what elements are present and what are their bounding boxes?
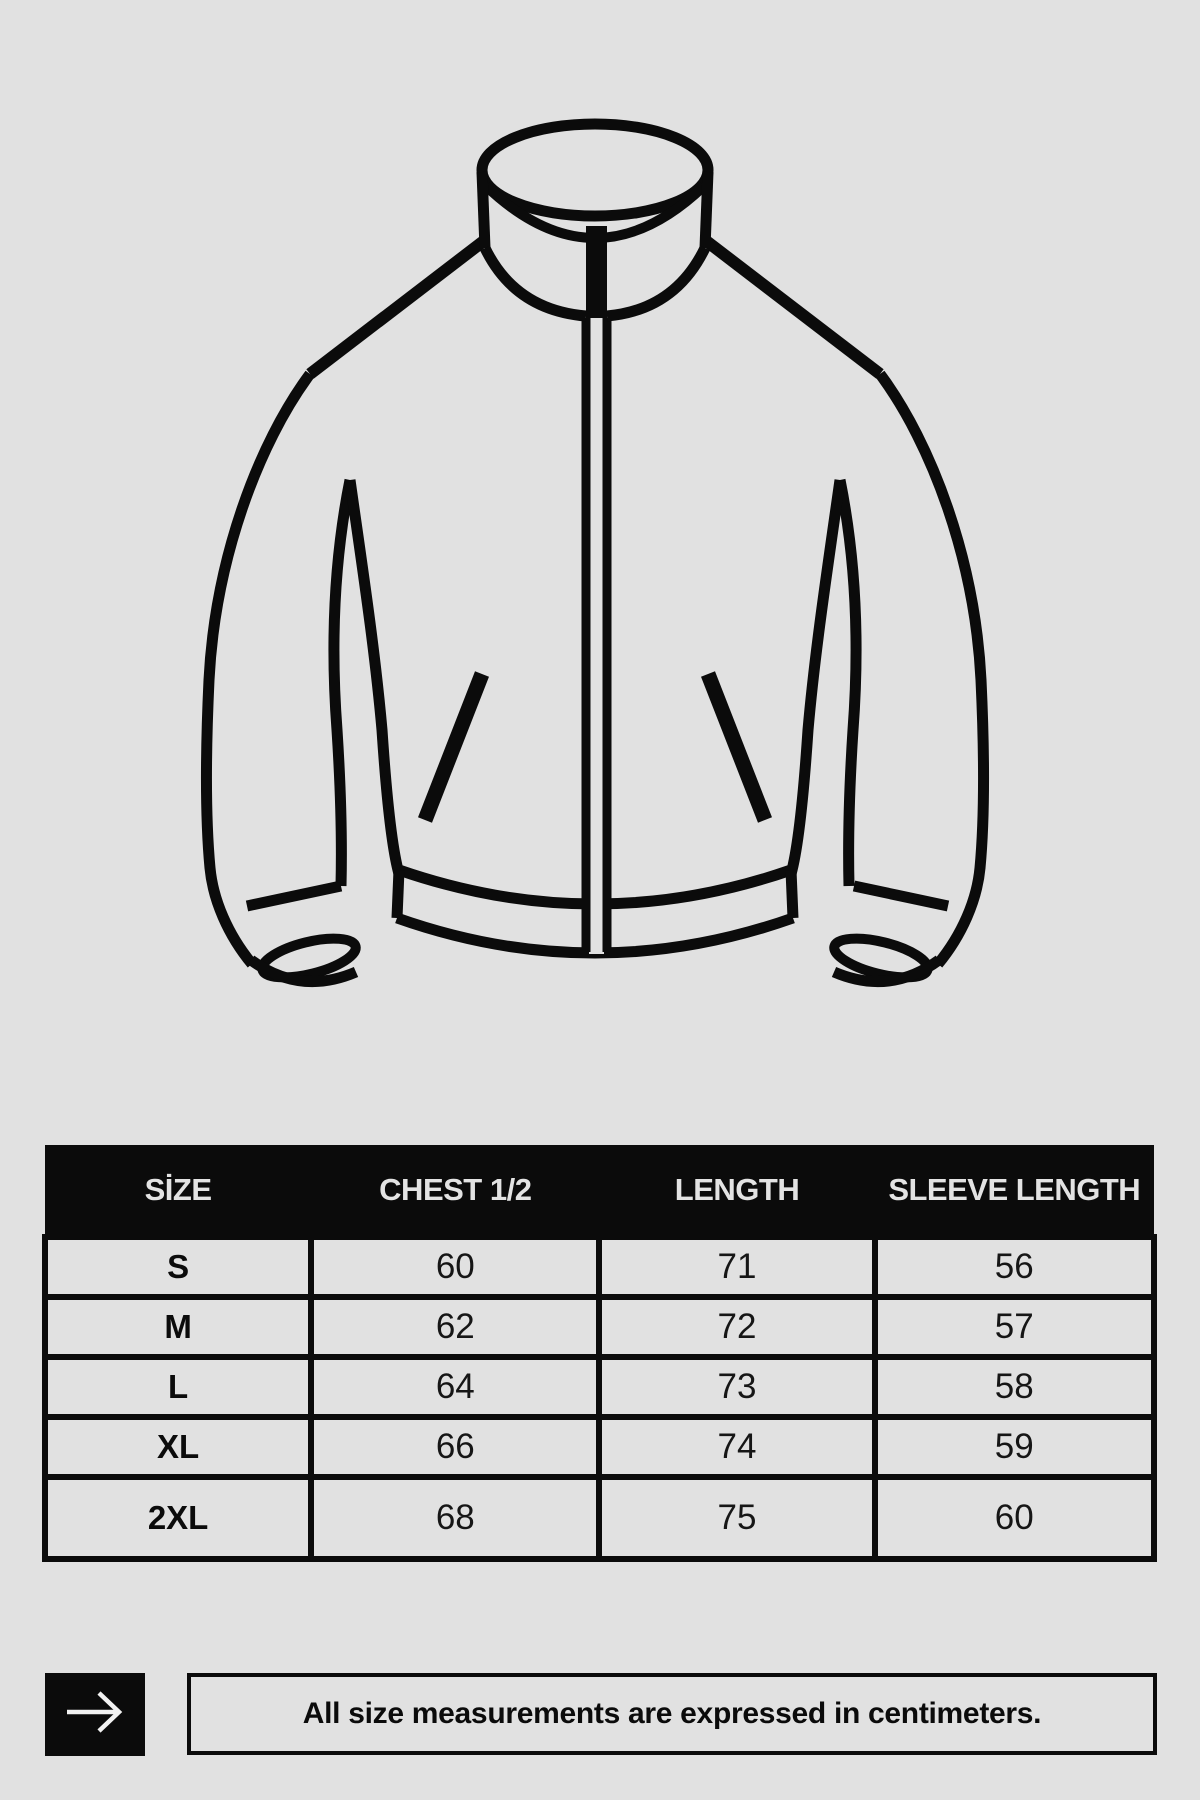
length-cell: 73 [596,1354,878,1420]
table-row-s: S 60 71 56 [41,1234,1158,1300]
length-cell: 74 [596,1414,878,1480]
length-cell: 72 [596,1294,878,1360]
next-arrow-button[interactable] [45,1673,145,1756]
column-header-length: LENGTH [599,1145,875,1237]
length-cell: 75 [596,1474,878,1562]
size-cell: 2XL [41,1474,315,1562]
chest-cell: 62 [308,1294,603,1360]
size-cell: L [41,1354,315,1420]
size-cell: S [41,1234,315,1300]
sleeve-cell: 60 [871,1474,1158,1562]
chest-cell: 66 [308,1414,603,1480]
column-header-size: SİZE [45,1145,312,1237]
size-table-header-row: SİZE CHEST 1/2 LENGTH SLEEVE LENGTH [45,1145,1154,1237]
jacket-illustration [200,118,990,988]
length-cell: 71 [596,1234,878,1300]
size-table: SİZE CHEST 1/2 LENGTH SLEEVE LENGTH S 60… [41,1145,1158,1562]
arrow-right-icon [59,1684,131,1745]
measurement-note-box: All size measurements are expressed in c… [187,1673,1157,1755]
chest-cell: 68 [308,1474,603,1562]
chest-cell: 64 [308,1354,603,1420]
measurement-note-text: All size measurements are expressed in c… [302,1697,1042,1730]
table-row-l: L 64 73 58 [41,1354,1158,1420]
table-row-xl: XL 66 74 59 [41,1414,1158,1480]
jacket-line-drawing-svg [200,118,990,988]
sleeve-cell: 57 [871,1294,1158,1360]
chest-cell: 60 [308,1234,603,1300]
sleeve-cell: 58 [871,1354,1158,1420]
column-header-chest: CHEST 1/2 [311,1145,600,1237]
size-cell: XL [41,1414,315,1480]
size-cell: M [41,1294,315,1360]
table-row-m: M 62 72 57 [41,1294,1158,1360]
sleeve-cell: 59 [871,1414,1158,1480]
sleeve-cell: 56 [871,1234,1158,1300]
table-row-2xl: 2XL 68 75 60 [41,1474,1158,1562]
column-header-sleeve-length: SLEEVE LENGTH [874,1145,1154,1237]
